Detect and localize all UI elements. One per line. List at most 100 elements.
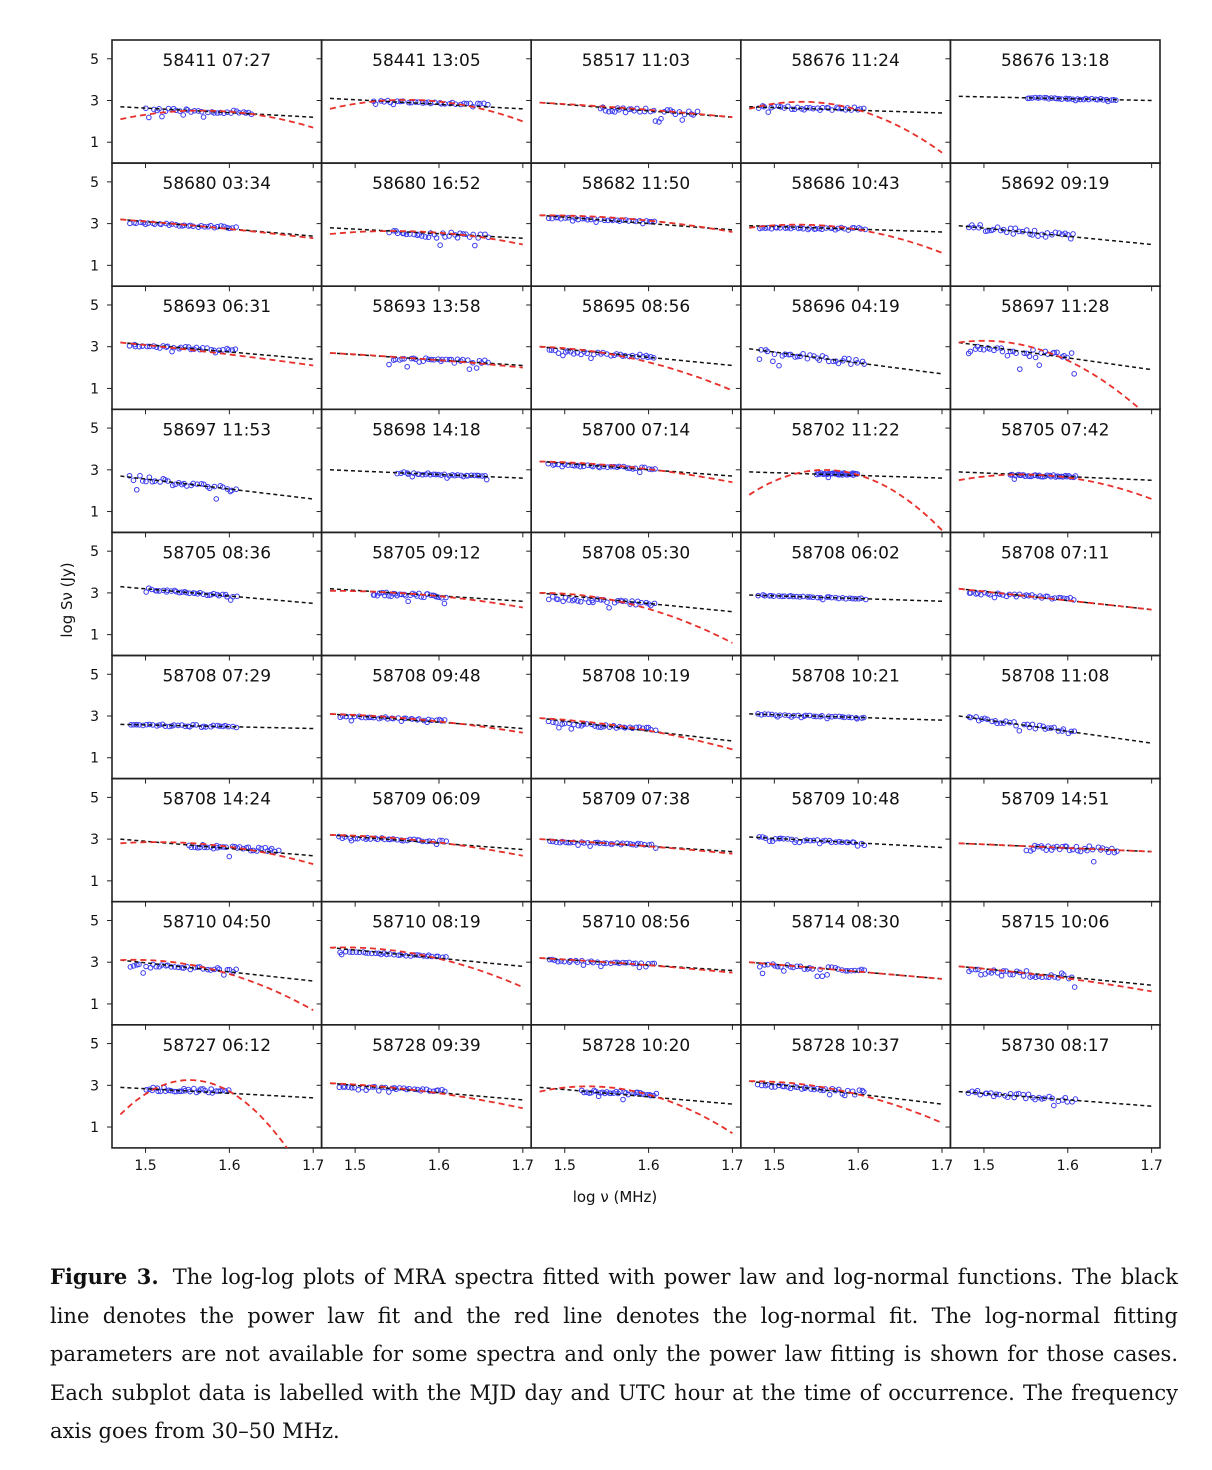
- powerlaw-fit-line: [120, 341, 314, 360]
- panel-title: 58697 11:28: [1001, 297, 1109, 317]
- lognormal-fit-curve: [120, 841, 314, 865]
- subplot-panel: 58676 13:18: [945, 39, 1161, 169]
- subplot-panel: 58708 09:48: [316, 654, 533, 784]
- y-tick-label: 5: [90, 667, 99, 683]
- data-point: [145, 585, 152, 592]
- data-point: [229, 225, 236, 231]
- subplot-panel: 58728 09:39: [316, 1024, 533, 1153]
- data-point: [1055, 728, 1062, 734]
- caption-text: The log-log plots of MRA spectra fitted …: [50, 1265, 1179, 1443]
- data-point: [647, 353, 654, 360]
- data-point: [1072, 473, 1079, 479]
- data-point: [804, 837, 810, 843]
- data-point: [845, 227, 852, 233]
- data-point: [570, 351, 577, 357]
- subplot-panel: 58708 10:19: [526, 654, 742, 784]
- data-point: [143, 478, 149, 485]
- data-point: [635, 598, 641, 605]
- data-point: [620, 1096, 626, 1103]
- data-point: [485, 101, 491, 108]
- data-point: [1032, 974, 1039, 981]
- powerlaw-fit-line: [958, 965, 1152, 986]
- data-point: [464, 357, 471, 363]
- figure-caption: Figure 3. The log-log plots of MRA spectr…: [50, 1258, 1178, 1451]
- data-point: [587, 843, 593, 849]
- data-point: [771, 351, 778, 357]
- subplot-panel: 58680 03:34: [107, 162, 323, 292]
- data-point: [835, 105, 841, 112]
- panel-title: 58708 10:21: [791, 667, 899, 687]
- data-point: [1070, 231, 1076, 237]
- data-point: [803, 104, 810, 111]
- data-point: [846, 356, 852, 362]
- data-point: [412, 99, 419, 105]
- data-point: [978, 716, 985, 722]
- data-point: [641, 1091, 647, 1098]
- powerlaw-fit-line: [329, 352, 523, 367]
- data-point: [175, 964, 182, 971]
- data-point: [636, 469, 643, 476]
- data-point: [219, 484, 226, 490]
- powerlaw-fit-line: [539, 1086, 733, 1105]
- panel-title: 58715 10:06: [1001, 913, 1109, 933]
- data-point: [606, 604, 612, 611]
- data-point: [672, 111, 679, 118]
- powerlaw-fit-line: [958, 341, 1152, 371]
- subplot-panel: 58708 05:30: [526, 531, 742, 661]
- panel-title: 58693 06:31: [163, 297, 271, 317]
- data-point: [198, 481, 205, 487]
- data-point: [433, 841, 440, 848]
- lognormal-fit-curve: [329, 946, 524, 989]
- data-point: [1029, 721, 1036, 728]
- data-point: [559, 721, 566, 727]
- data-point: [559, 838, 566, 845]
- data-point: [571, 596, 578, 603]
- data-point: [1052, 229, 1059, 236]
- panel-title: 58710 04:50: [163, 913, 271, 933]
- data-point: [1004, 352, 1011, 359]
- lognormal-fit-curve: [330, 589, 523, 609]
- powerlaw-fit-line: [958, 1090, 1152, 1107]
- data-point: [1025, 1091, 1032, 1098]
- lognormal-fit-curve: [329, 834, 523, 857]
- data-point: [153, 344, 160, 350]
- y-tick-label: 1: [90, 505, 99, 521]
- subplot-panel: 58708 07:29: [107, 654, 323, 784]
- data-point: [180, 965, 187, 971]
- y-axis-label: log Sν (Jy): [58, 562, 76, 637]
- powerlaw-fit-line: [539, 345, 733, 367]
- data-point: [996, 591, 1003, 598]
- data-point: [173, 1088, 180, 1095]
- data-point: [143, 1087, 150, 1093]
- data-point: [204, 844, 210, 851]
- y-tick-label: 3: [90, 709, 99, 725]
- data-point: [190, 722, 196, 728]
- data-point: [969, 1088, 976, 1095]
- lognormal-fit-curve: [329, 352, 523, 369]
- data-point: [784, 225, 791, 231]
- data-point: [566, 597, 572, 603]
- panel-title: 58676 11:24: [791, 51, 899, 71]
- data-point: [575, 842, 581, 848]
- data-point: [222, 722, 229, 729]
- data-point: [371, 592, 378, 598]
- data-point: [385, 592, 392, 599]
- data-point: [643, 599, 650, 606]
- data-point: [611, 109, 618, 115]
- lognormal-fit-curve: [329, 713, 523, 734]
- lognormal-fit-curve: [120, 341, 314, 367]
- data-point: [555, 958, 561, 965]
- data-point: [554, 214, 561, 221]
- panel-title: 58709 07:38: [582, 790, 690, 810]
- data-point: [255, 844, 262, 851]
- data-point: [598, 724, 604, 731]
- panel-title: 58680 16:52: [372, 174, 480, 194]
- data-point: [438, 718, 445, 724]
- data-point: [224, 224, 230, 231]
- data-point: [813, 226, 819, 232]
- data-point: [200, 114, 207, 120]
- powerlaw-fit-line: [329, 1082, 523, 1101]
- data-point: [182, 1087, 188, 1094]
- data-point: [227, 488, 234, 495]
- data-point: [424, 719, 430, 726]
